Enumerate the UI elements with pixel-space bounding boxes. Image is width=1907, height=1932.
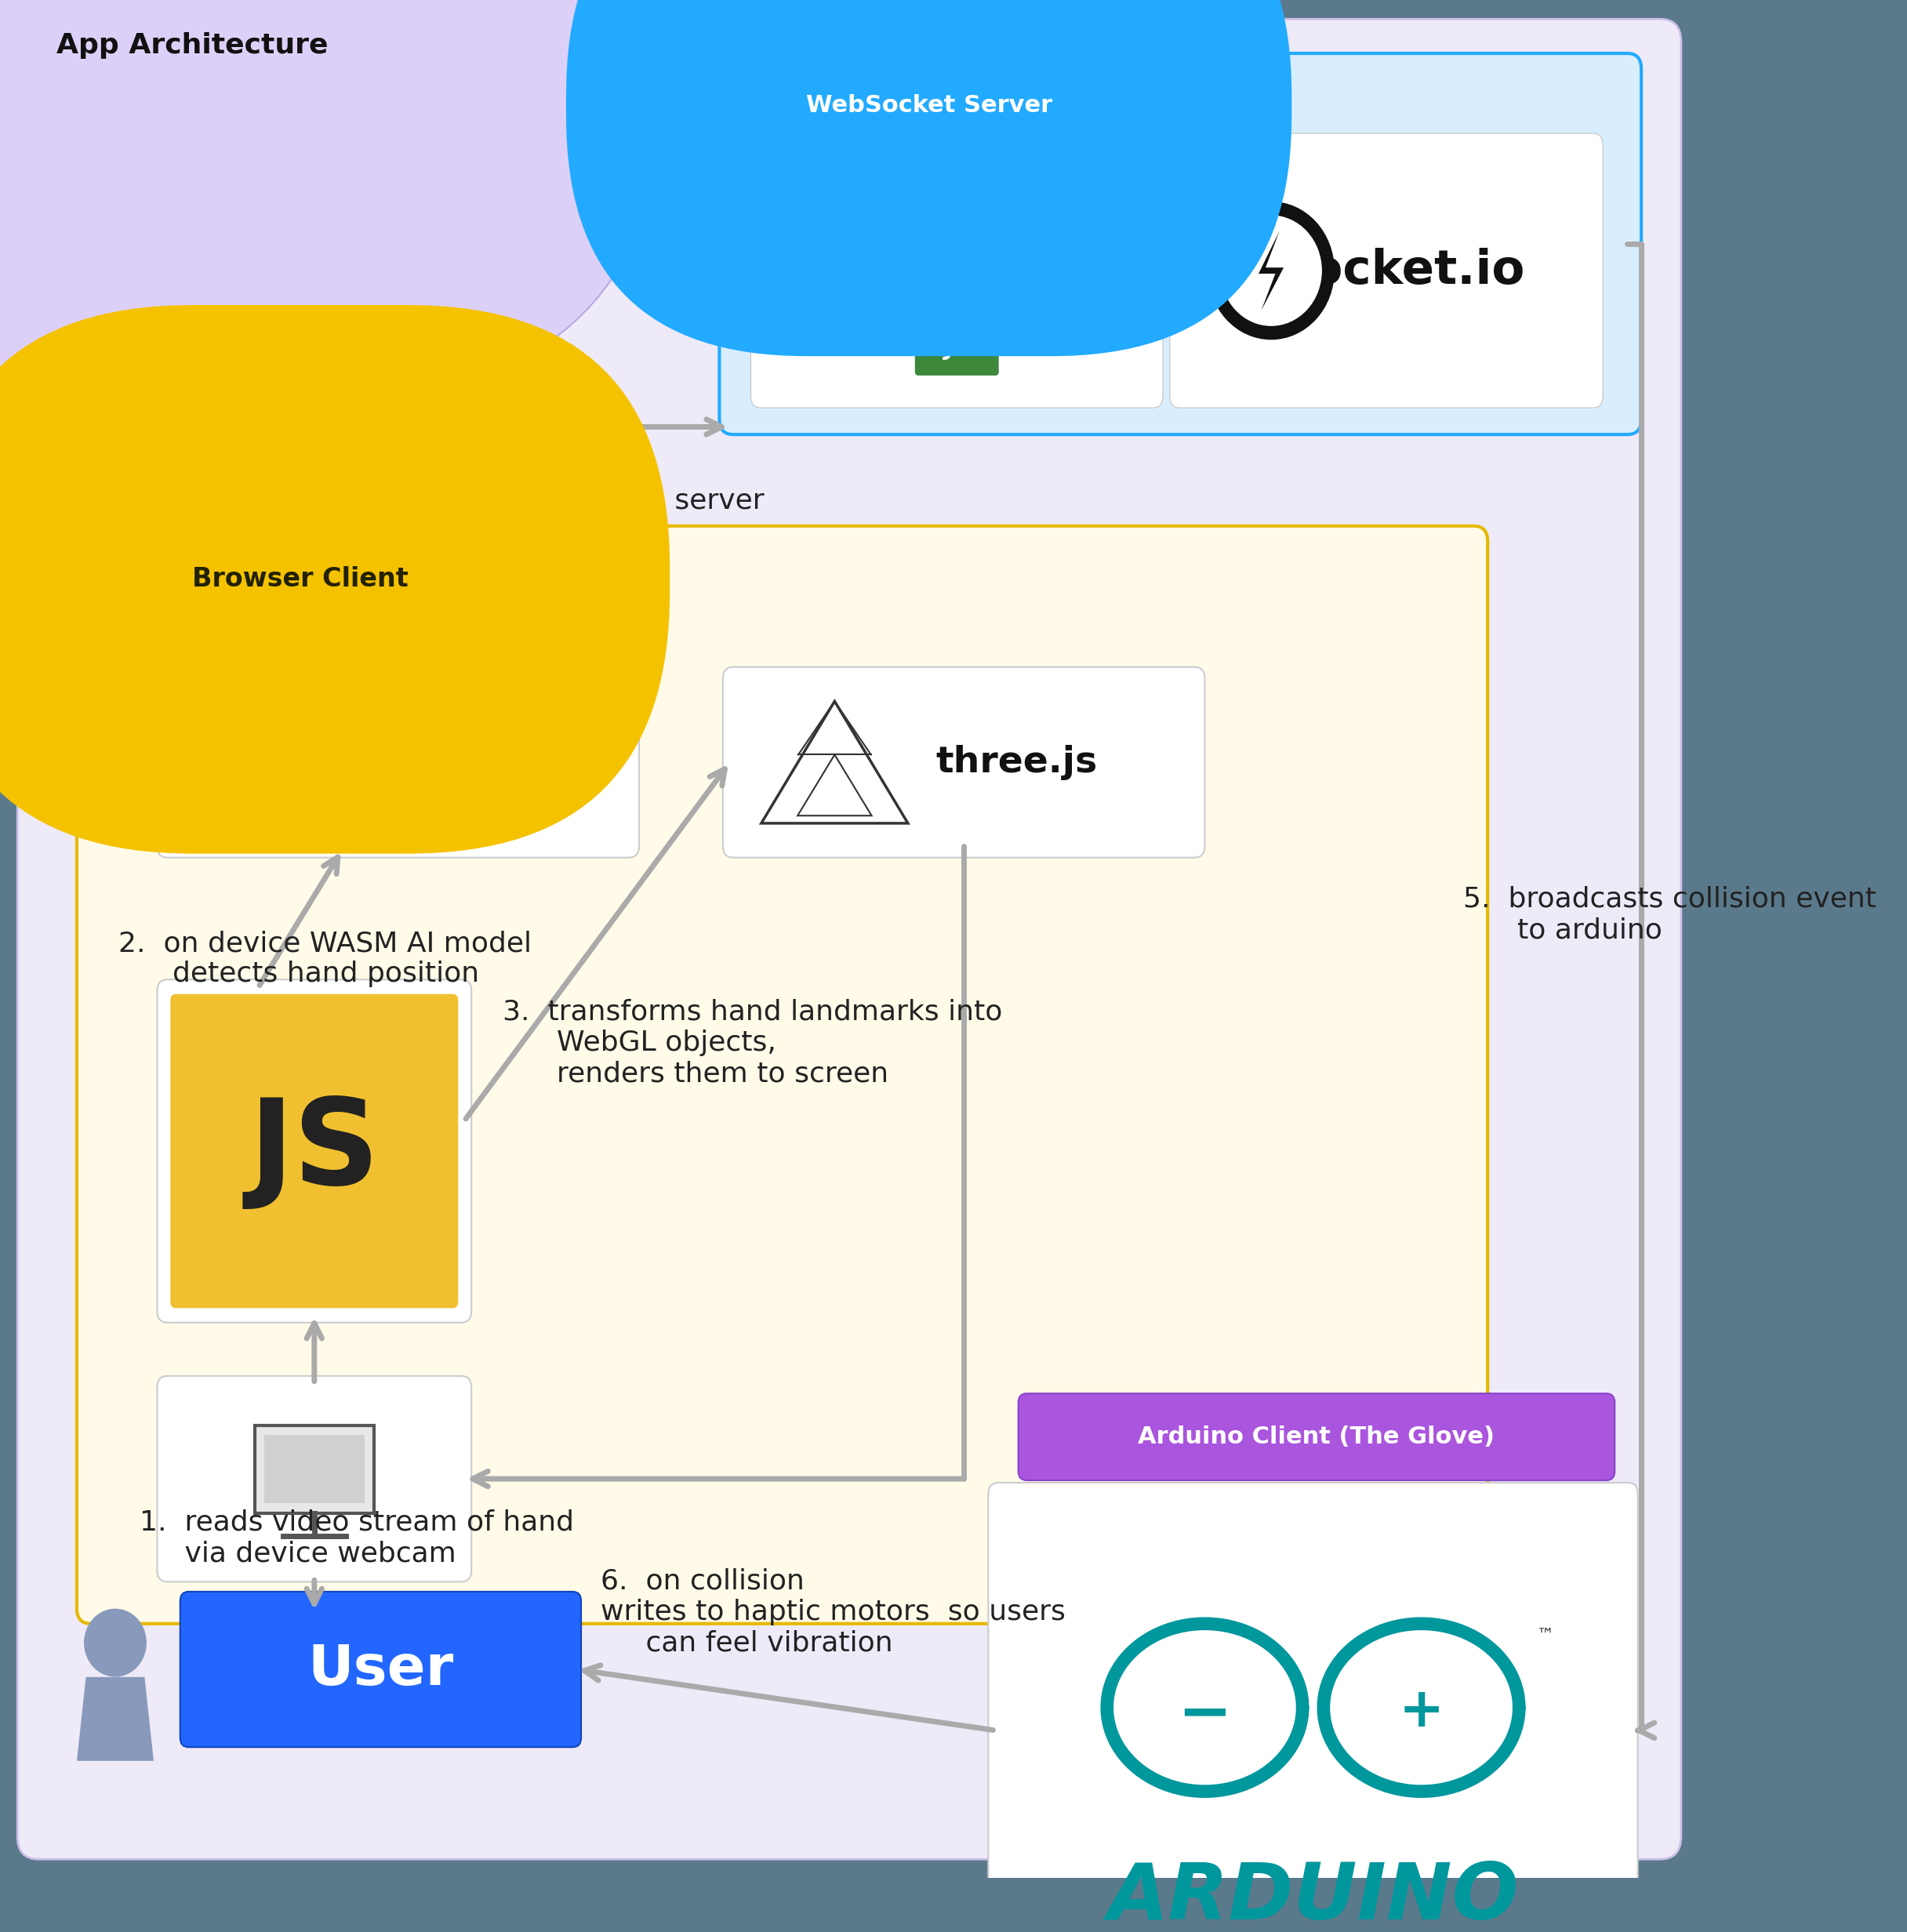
FancyBboxPatch shape xyxy=(719,54,1642,435)
Text: socket.io: socket.io xyxy=(1282,247,1526,294)
Text: WebSocket Server: WebSocket Server xyxy=(807,95,1053,116)
Polygon shape xyxy=(1259,232,1283,311)
Circle shape xyxy=(1148,1646,1261,1768)
FancyBboxPatch shape xyxy=(170,995,458,1308)
FancyBboxPatch shape xyxy=(156,1376,471,1582)
Circle shape xyxy=(931,269,955,298)
FancyBboxPatch shape xyxy=(263,1435,364,1503)
Text: Browser Client: Browser Client xyxy=(193,566,408,593)
FancyBboxPatch shape xyxy=(256,709,275,815)
FancyBboxPatch shape xyxy=(156,980,471,1323)
FancyBboxPatch shape xyxy=(1018,1393,1615,1480)
FancyBboxPatch shape xyxy=(751,133,1163,408)
Circle shape xyxy=(881,269,906,298)
Text: 6.  on collision
writes to haptic motors  so users
     can feel vibration: 6. on collision writes to haptic motors … xyxy=(601,1569,1066,1656)
Text: +: + xyxy=(1398,1685,1444,1737)
Text: three.js: three.js xyxy=(936,744,1098,781)
Text: MediaPipe: MediaPipe xyxy=(349,744,566,781)
Text: −: − xyxy=(1177,1683,1232,1745)
Text: Arduino Client (The Glove): Arduino Client (The Glove) xyxy=(1138,1426,1495,1449)
Text: node: node xyxy=(837,209,1076,292)
Text: 5.  broadcasts collision event
      to arduino: 5. broadcasts collision event to arduino xyxy=(1463,887,1876,943)
Circle shape xyxy=(978,269,1005,298)
Text: 1.  reads video stream of hand
     via device webcam: 1. reads video stream of hand via device… xyxy=(139,1509,574,1567)
Circle shape xyxy=(1365,1646,1478,1768)
FancyBboxPatch shape xyxy=(202,732,221,792)
FancyBboxPatch shape xyxy=(282,697,301,827)
Text: User: User xyxy=(307,1642,454,1696)
FancyBboxPatch shape xyxy=(17,19,1682,1859)
FancyBboxPatch shape xyxy=(256,1426,374,1513)
Text: 3.  transforms hand landmarks into
      WebGL objects,
      renders them to sc: 3. transforms hand landmarks into WebGL … xyxy=(503,999,1003,1088)
FancyBboxPatch shape xyxy=(179,1592,582,1747)
FancyBboxPatch shape xyxy=(988,1482,1638,1932)
FancyBboxPatch shape xyxy=(1169,133,1604,408)
Text: 4.  broadcasts in game collision event to server: 4. broadcasts in game collision event to… xyxy=(92,489,765,514)
Text: 2.  on device WASM AI model
      detects hand position: 2. on device WASM AI model detects hand … xyxy=(118,929,532,987)
FancyBboxPatch shape xyxy=(156,667,639,858)
Polygon shape xyxy=(76,1677,154,1760)
FancyBboxPatch shape xyxy=(76,526,1487,1623)
FancyBboxPatch shape xyxy=(723,667,1205,858)
Text: JS: JS xyxy=(248,1094,379,1209)
Text: ™: ™ xyxy=(1537,1627,1554,1642)
FancyBboxPatch shape xyxy=(915,323,999,375)
Text: ARDUINO: ARDUINO xyxy=(1108,1861,1518,1932)
Circle shape xyxy=(84,1609,147,1677)
Text: JS: JS xyxy=(944,338,971,359)
FancyBboxPatch shape xyxy=(229,721,248,804)
Circle shape xyxy=(1209,203,1335,340)
Text: App Architecture: App Architecture xyxy=(55,33,328,60)
Circle shape xyxy=(1220,216,1322,325)
